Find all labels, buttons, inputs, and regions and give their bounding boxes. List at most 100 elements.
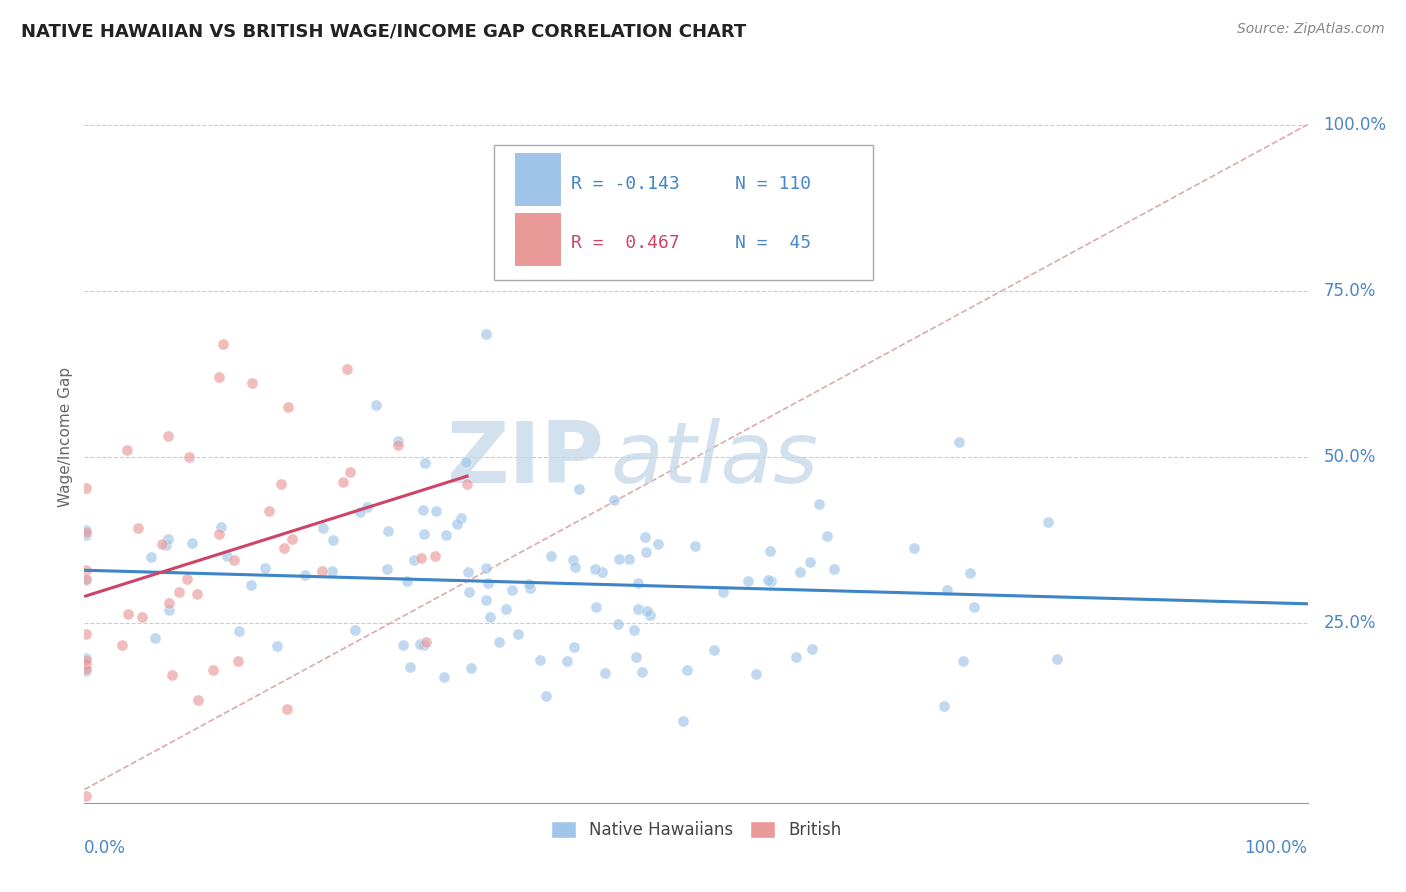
Point (409, 551, 432, 566)
Point (321, 564, 343, 578)
Point (703, 643, 725, 657)
Point (111, 638, 134, 652)
Point (202, 663, 225, 677)
Text: R =  0.467: R = 0.467 (571, 234, 681, 252)
Point (281, 533, 304, 547)
Point (208, 369, 231, 384)
Point (349, 505, 371, 519)
Point (683, 539, 706, 553)
Point (617, 552, 640, 566)
Point (395, 574, 418, 589)
Point (75, 572, 97, 586)
Text: 50.0%: 50.0% (1323, 448, 1376, 466)
Point (450, 510, 472, 524)
Point (963, 600, 986, 615)
Y-axis label: Wage/Income Gap: Wage/Income Gap (58, 367, 73, 508)
Point (270, 477, 292, 491)
Point (157, 532, 180, 546)
Point (475, 327, 498, 342)
Text: NATIVE HAWAIIAN VS BRITISH WAGE/INCOME GAP CORRELATION CHART: NATIVE HAWAIIAN VS BRITISH WAGE/INCOME G… (21, 22, 747, 40)
FancyBboxPatch shape (515, 213, 561, 266)
Text: Source: ZipAtlas.com: Source: ZipAtlas.com (1237, 22, 1385, 37)
Point (475, 593, 498, 607)
Point (160, 667, 183, 681)
Point (322, 533, 344, 547)
Point (583, 562, 606, 576)
Point (377, 524, 399, 538)
Point (412, 503, 434, 517)
Point (959, 566, 981, 581)
Point (495, 602, 517, 616)
Point (257, 504, 280, 518)
Point (609, 551, 631, 566)
Point (75, 481, 97, 495)
Point (276, 701, 298, 715)
Point (799, 555, 821, 569)
Point (475, 561, 498, 575)
Point (273, 541, 295, 556)
Point (311, 564, 333, 578)
Point (208, 527, 231, 541)
Point (356, 500, 378, 515)
Point (117, 607, 139, 621)
Point (433, 670, 456, 684)
Point (157, 597, 180, 611)
Point (640, 607, 662, 622)
Point (413, 456, 436, 470)
Point (75, 563, 97, 577)
Point (209, 520, 232, 534)
Point (222, 553, 245, 567)
Point (143, 631, 166, 645)
Point (75, 525, 97, 540)
Point (240, 577, 263, 591)
Point (446, 516, 468, 531)
Point (404, 553, 426, 567)
Point (344, 623, 367, 637)
Text: atlas: atlas (610, 417, 818, 500)
Text: ZIP: ZIP (447, 417, 605, 500)
Point (479, 610, 502, 624)
Point (127, 521, 149, 535)
Point (903, 541, 925, 556)
Point (562, 640, 585, 654)
Text: 100.0%: 100.0% (1244, 839, 1308, 857)
Point (713, 585, 735, 599)
Point (332, 475, 354, 490)
Point (75, 523, 97, 537)
Point (557, 654, 579, 668)
Text: N = 110: N = 110 (735, 175, 811, 193)
Point (1046, 652, 1069, 666)
Point (217, 549, 239, 564)
Point (952, 654, 974, 668)
Point (242, 376, 264, 391)
Point (415, 635, 437, 649)
Text: 100.0%: 100.0% (1323, 116, 1386, 134)
Point (131, 610, 153, 624)
Point (176, 572, 198, 586)
Point (398, 660, 420, 674)
Point (75, 573, 97, 587)
Point (634, 530, 657, 544)
Point (785, 649, 807, 664)
Point (676, 663, 699, 677)
Point (1036, 515, 1059, 529)
Point (789, 565, 811, 579)
Point (277, 400, 299, 414)
Point (564, 560, 586, 574)
Point (423, 549, 446, 563)
Point (627, 602, 650, 616)
Point (228, 624, 250, 638)
Point (759, 574, 782, 588)
Text: R = -0.143: R = -0.143 (571, 175, 681, 193)
Point (585, 600, 607, 615)
Point (636, 545, 658, 559)
Point (808, 497, 831, 511)
Point (387, 434, 409, 448)
Point (595, 666, 617, 681)
Text: 75.0%: 75.0% (1323, 282, 1376, 300)
Point (948, 435, 970, 450)
Point (186, 587, 208, 601)
Point (529, 653, 551, 667)
Point (737, 574, 759, 588)
Text: N =  45: N = 45 (735, 234, 811, 252)
